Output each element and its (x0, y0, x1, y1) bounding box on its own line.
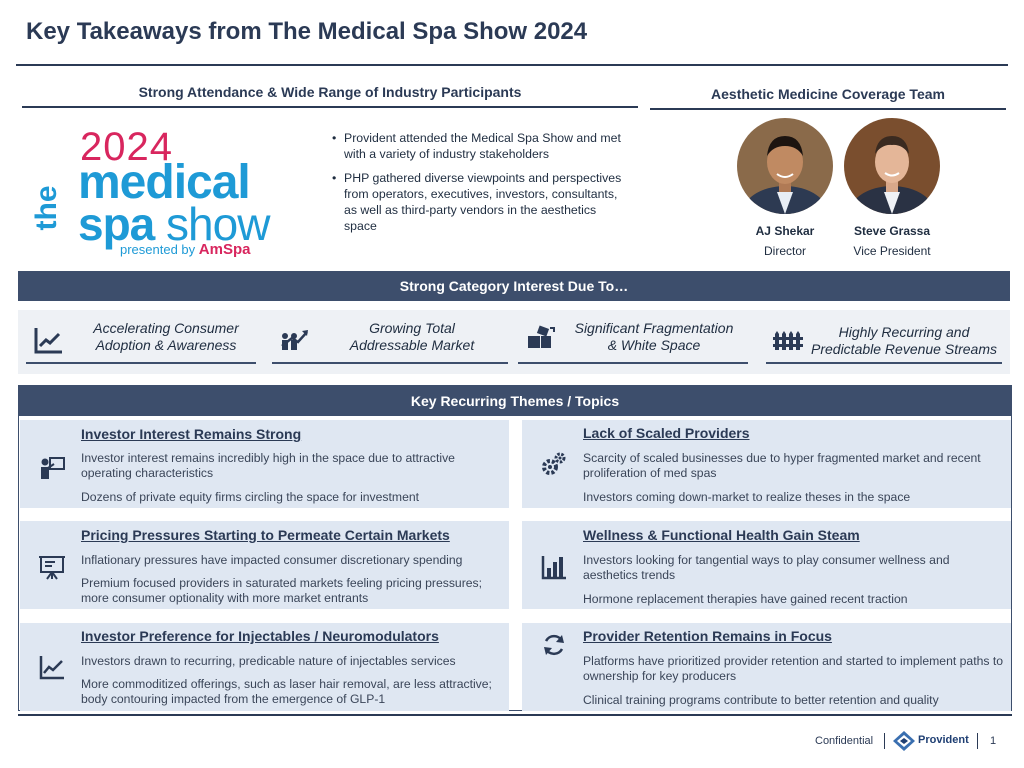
category-item: Growing Total Addressable Market (272, 318, 508, 364)
logo-the-text: the (30, 185, 63, 231)
theme-text: Investors coming down-market to realize … (583, 490, 911, 504)
title-divider (16, 64, 1008, 66)
theme-title: Investor Preference for Injectables / Ne… (81, 628, 439, 644)
provident-logo: Provident (892, 730, 972, 752)
fence-icon (773, 331, 803, 350)
member-name: Steve Grassa (853, 224, 931, 238)
attendance-heading: Strong Attendance & Wide Range of Indust… (138, 84, 522, 100)
attendance-bullets: Provident attended the Medical Spa Show … (330, 130, 630, 242)
theme-text: Hormone replacement therapies have gaine… (583, 592, 908, 606)
medical-spa-show-logo: the 2024 medical spa show presented by A… (30, 125, 305, 260)
footer-separator (884, 733, 885, 749)
theme-text: Dozens of private equity firms circling … (81, 490, 420, 504)
logo-spa-show: spa show (78, 198, 270, 250)
line-chart-icon (39, 656, 64, 680)
theme-box: Wellness & Functional Health Gain Steam … (522, 521, 1011, 609)
theme-box: Lack of Scaled Providers Scarcity of sca… (522, 420, 1011, 508)
provident-logo-text: Provident (918, 734, 969, 746)
provident-logo-icon (893, 731, 915, 751)
gears-icon (542, 452, 566, 475)
theme-title: Pricing Pressures Starting to Permeate C… (81, 527, 450, 543)
theme-title: Provider Retention Remains in Focus (583, 628, 832, 644)
theme-box: Pricing Pressures Starting to Permeate C… (20, 521, 509, 609)
category-interest-heading: Strong Category Interest Due To… (18, 271, 1010, 301)
trend-chart-icon (34, 328, 62, 354)
themes-heading: Key Recurring Themes / Topics (19, 386, 1011, 416)
category-label: Adoption & Awareness (95, 337, 237, 353)
category-label: & White Space (607, 337, 701, 353)
theme-text: Clinical training programs contribute to… (583, 693, 939, 707)
category-label: Highly Recurring and (838, 324, 970, 340)
puzzle-pieces-icon (528, 325, 555, 348)
refresh-icon (544, 634, 564, 656)
bullet-item: Provident attended the Medical Spa Show … (330, 130, 630, 162)
themes-panel: Key Recurring Themes / Topics Investor I… (18, 385, 1012, 711)
team-heading: Aesthetic Medicine Coverage Team (711, 86, 945, 102)
confidential-label: Confidential (815, 735, 874, 747)
category-label: Predictable Revenue Streams (811, 341, 997, 357)
category-label: Growing Total (369, 320, 455, 336)
footer-divider (18, 714, 1012, 716)
category-item: Significant Fragmentation & White Space (518, 318, 748, 364)
member-name: AJ Shekar (755, 224, 815, 238)
category-interest-panel: Accelerating Consumer Adoption & Awarene… (18, 310, 1010, 374)
avatar (737, 118, 833, 214)
theme-text: More commoditized offerings, such as las… (81, 677, 492, 706)
theme-box: Investor Interest Remains Strong Investo… (20, 420, 509, 508)
logo-year: 2024 (80, 125, 173, 169)
page-title: Key Takeaways from The Medical Spa Show … (26, 18, 588, 45)
category-label: Significant Fragmentation (574, 320, 734, 336)
theme-text: Scarcity of scaled businesses due to hyp… (583, 451, 981, 480)
member-role: Vice President (853, 244, 931, 258)
category-item: Highly Recurring and Predictable Revenue… (766, 318, 1002, 364)
bar-chart-icon (541, 556, 566, 580)
theme-text: Premium focused providers in saturated m… (81, 576, 483, 605)
growth-people-icon (281, 330, 308, 350)
category-item: Accelerating Consumer Adoption & Awarene… (26, 318, 256, 364)
team-member: AJ Shekar Director (730, 118, 840, 258)
theme-title: Wellness & Functional Health Gain Steam (583, 527, 860, 543)
theme-title: Investor Interest Remains Strong (81, 426, 302, 442)
theme-text: Investors drawn to recurring, predicable… (81, 654, 456, 668)
theme-box: Investor Preference for Injectables / Ne… (20, 623, 509, 711)
category-label: Addressable Market (349, 337, 475, 353)
avatar (844, 118, 940, 214)
team-heading-rule (650, 108, 1006, 110)
theme-text: Investor interest remains incredibly hig… (81, 451, 455, 480)
bullet-item: PHP gathered diverse viewpoints and pers… (330, 170, 630, 234)
logo-presented-by: presented by AmSpa (120, 241, 251, 258)
logo-medical: medical (78, 156, 251, 209)
page-number: 1 (990, 735, 997, 747)
attendance-heading-rule (22, 106, 638, 108)
presentation-board-icon (39, 556, 65, 580)
category-label: Accelerating Consumer (93, 320, 239, 336)
theme-title: Lack of Scaled Providers (583, 425, 750, 441)
theme-text: Inflationary pressures have impacted con… (81, 553, 463, 567)
footer-separator (977, 733, 978, 749)
theme-box: Provider Retention Remains in Focus Plat… (522, 623, 1011, 711)
investor-presentation-icon (41, 457, 65, 479)
team-member: Steve Grassa Vice President (837, 118, 947, 258)
member-role: Director (763, 244, 806, 258)
theme-text: Investors looking for tangential ways to… (583, 553, 950, 582)
theme-text: Platforms have prioritized provider rete… (583, 654, 1004, 683)
